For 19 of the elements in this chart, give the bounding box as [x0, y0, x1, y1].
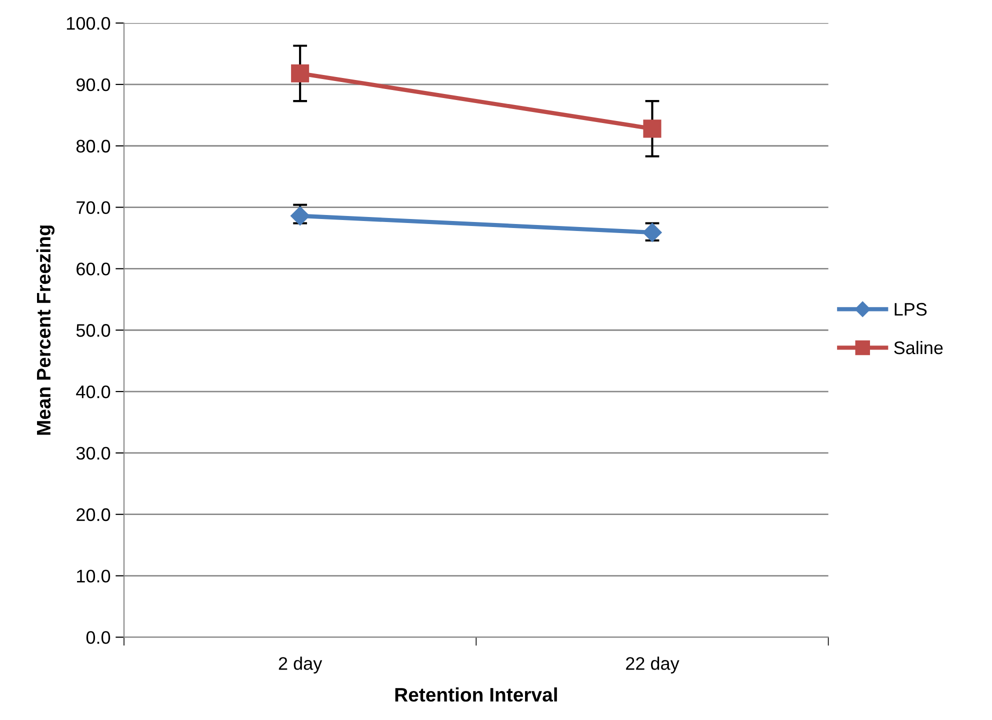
- y-tick-label: 30.0: [76, 446, 110, 460]
- y-tick-label: 70.0: [76, 201, 110, 214]
- x-tick-label: 2 day: [278, 656, 322, 674]
- point: [291, 64, 310, 82]
- y-tick-label: 80.0: [76, 140, 110, 153]
- point: [643, 120, 662, 138]
- y-tick-label: 60.0: [76, 262, 110, 276]
- y-axis-title: Mean Percent Freezing: [36, 226, 55, 435]
- legend-label: Saline: [894, 340, 943, 354]
- y-tick-label: 90.0: [76, 78, 110, 92]
- y-tick-label: 40.0: [76, 385, 110, 398]
- x-axis-title: Retention Interval: [395, 687, 557, 702]
- y-tick-label: 50.0: [76, 324, 110, 337]
- y-tick-label: 20.0: [76, 508, 110, 522]
- legend-label: LPS: [894, 302, 927, 316]
- y-tick-label: 100.0: [67, 16, 110, 30]
- y-tick-label: 0.0: [86, 631, 110, 644]
- x-tick-label: 22 day: [626, 656, 680, 674]
- y-tick-label: 10.0: [77, 570, 110, 583]
